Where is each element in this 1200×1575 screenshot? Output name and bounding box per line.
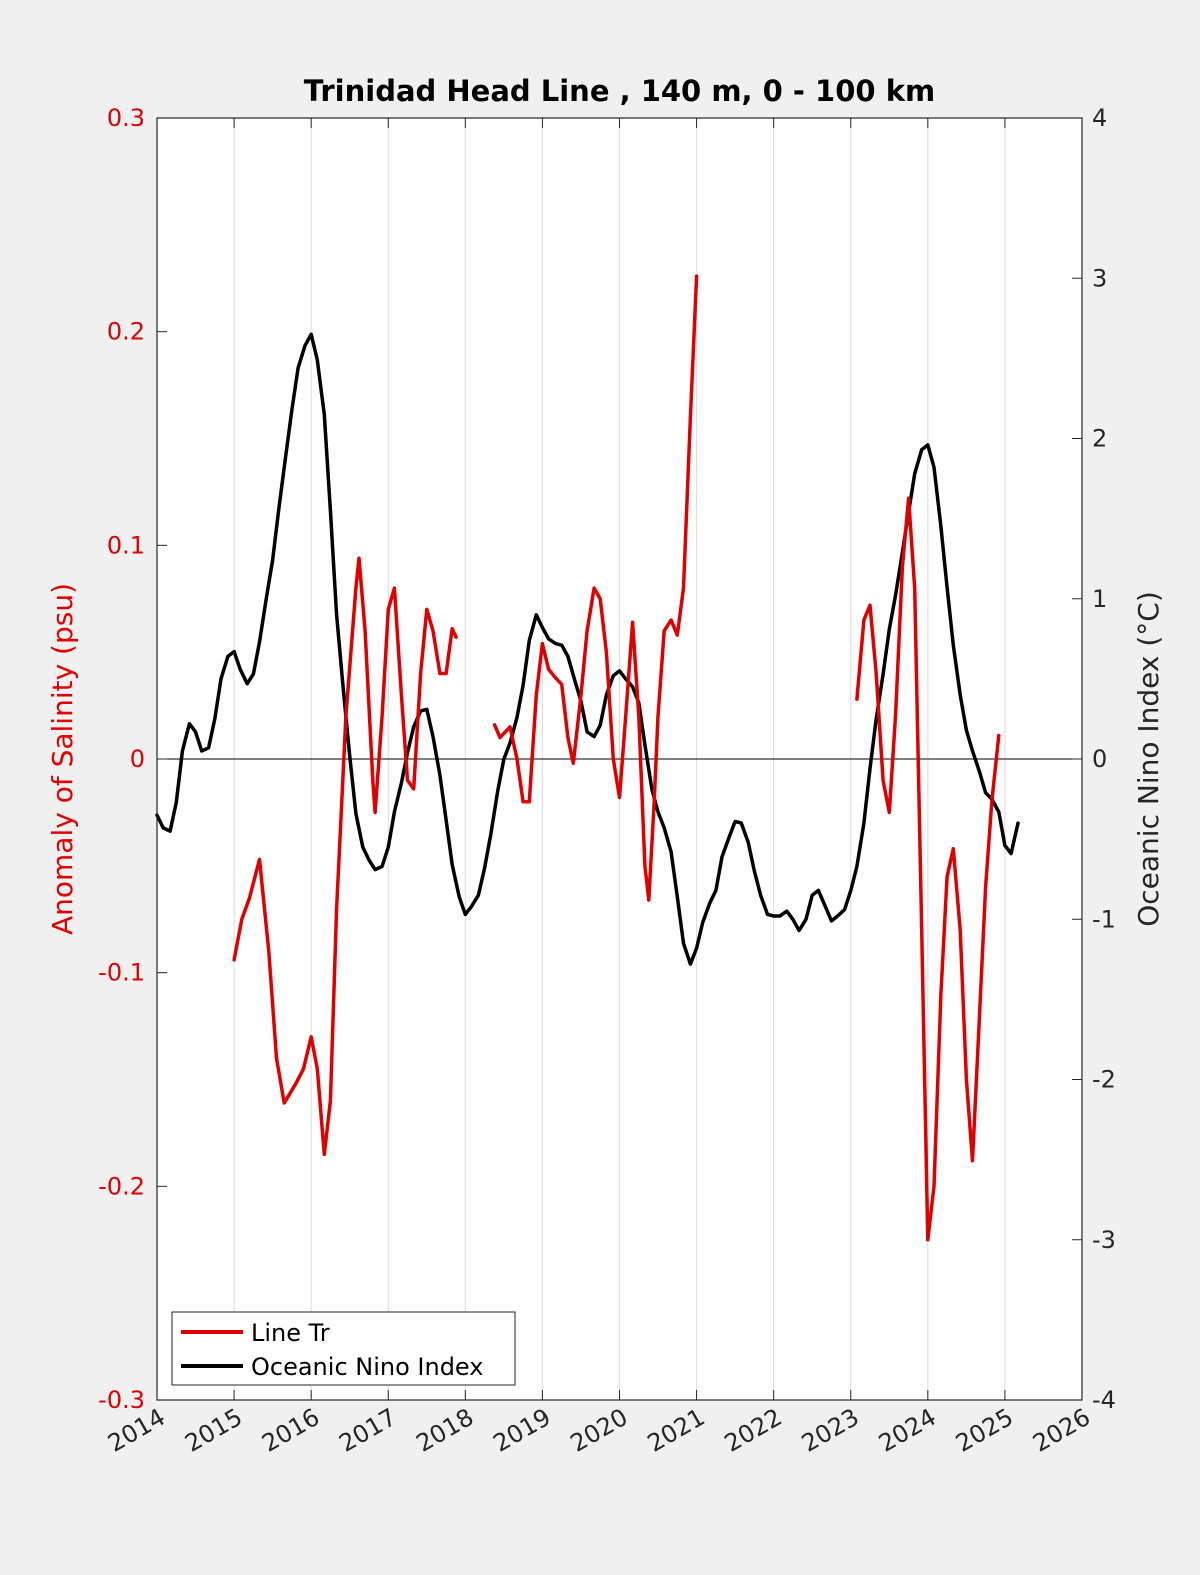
legend-label-oni: Oceanic Nino Index	[251, 1353, 483, 1381]
y-right-tick-label: -4	[1092, 1386, 1116, 1414]
y-right-tick-label: 2	[1092, 425, 1107, 453]
y-left-tick-label: -0.3	[98, 1386, 145, 1414]
y-right-tick-label: 1	[1092, 585, 1107, 613]
y-right-tick-label: -3	[1092, 1226, 1116, 1254]
y-right-tick-label: -2	[1092, 1066, 1116, 1094]
y-left-tick-label: -0.1	[98, 959, 145, 987]
y-right-tick-label: 4	[1092, 104, 1107, 132]
y-axis-right-label: Oceanic Nino Index (°C)	[1132, 591, 1165, 927]
legend-label-line-tr: Line Tr	[251, 1319, 330, 1347]
series-oni-segment-0	[155, 332, 1020, 966]
series-layer	[155, 274, 1020, 1242]
y-left-tick-label: 0.2	[107, 318, 145, 346]
y-left-tick-label: 0.3	[107, 104, 145, 132]
series-line-tr-segment-0	[232, 556, 458, 1157]
series-line-tr-segment-1	[492, 274, 699, 902]
y-left-tick-label: 0	[130, 745, 145, 773]
series-line-tr-segment-2	[855, 496, 1001, 1242]
chart-title: Trinidad Head Line , 140 m, 0 - 100 km	[304, 74, 935, 108]
legend-box	[171, 1311, 516, 1386]
y-right-tick-label: 0	[1092, 745, 1107, 773]
y-right-tick-label: -1	[1092, 905, 1116, 933]
y-right-tick-label: 3	[1092, 264, 1107, 292]
y-axis-left-label: Anomaly of Salinity (psu)	[46, 583, 79, 935]
legend: Line Tr Oceanic Nino Index	[171, 1311, 516, 1386]
y-left-tick-label: -0.2	[98, 1172, 145, 1200]
y-left-tick-label: 0.1	[107, 531, 145, 559]
